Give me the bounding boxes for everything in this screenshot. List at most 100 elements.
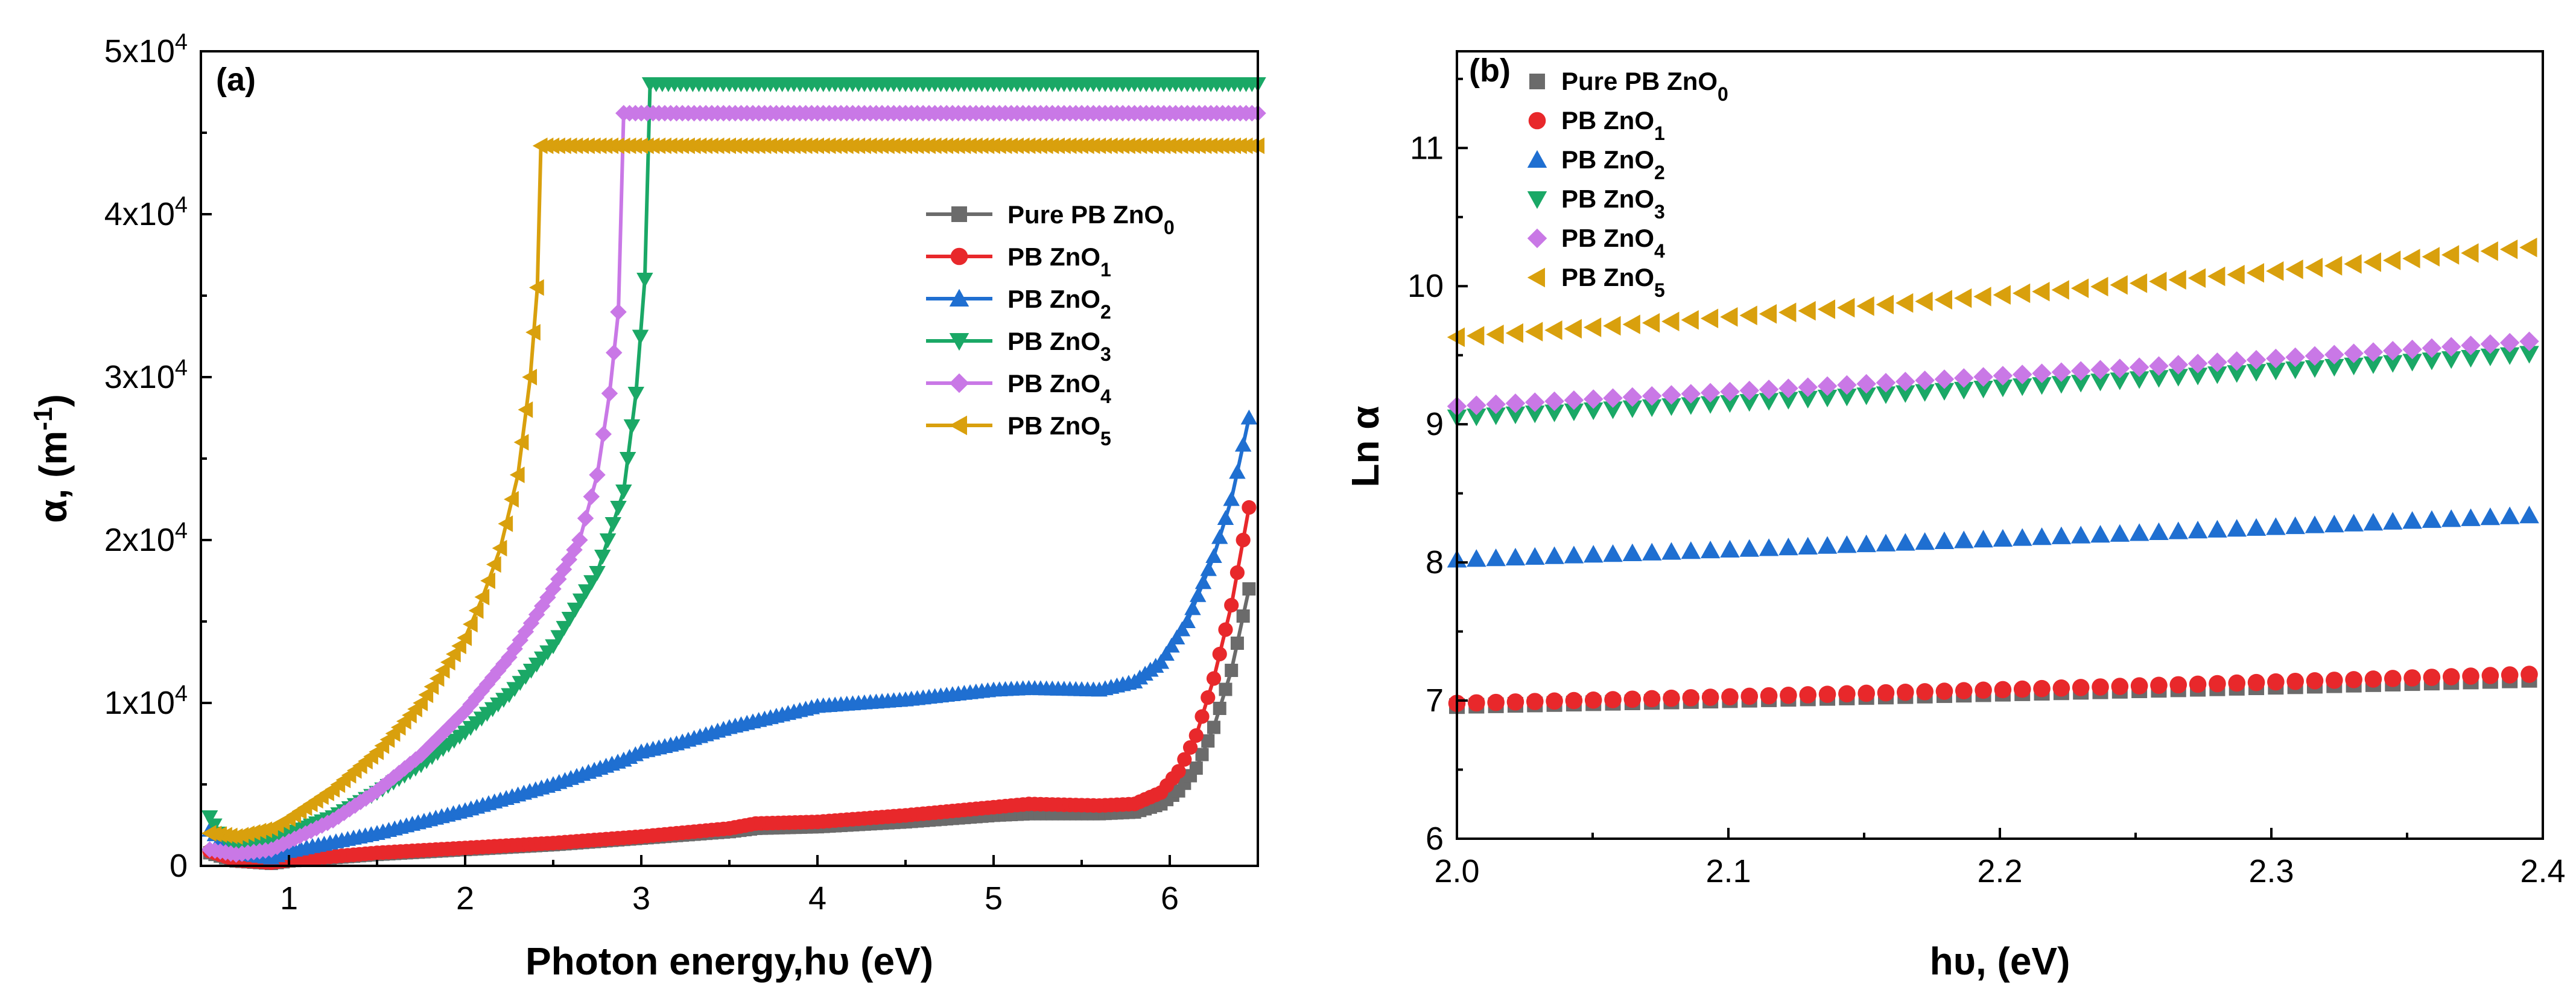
data-point xyxy=(1778,537,1798,556)
data-point xyxy=(1916,683,1934,701)
data-point xyxy=(1234,436,1252,452)
data-point xyxy=(550,630,567,646)
data-point xyxy=(1798,377,1818,397)
data-point xyxy=(2013,680,2031,698)
data-point xyxy=(2461,243,2479,263)
data-point xyxy=(2519,331,2539,352)
data-point xyxy=(2227,519,2247,537)
series-pb-zno5 xyxy=(201,137,1264,845)
data-point xyxy=(451,637,466,655)
data-point xyxy=(1194,574,1212,590)
data-point xyxy=(1817,299,1836,319)
data-point xyxy=(1177,752,1192,767)
data-point xyxy=(1642,386,1662,406)
data-point xyxy=(566,602,584,618)
y-tick-label: 10 xyxy=(1407,268,1444,304)
data-point xyxy=(1184,600,1201,615)
data-point xyxy=(601,385,618,402)
x-tick-label: 2.2 xyxy=(1977,853,2022,889)
data-point xyxy=(2111,678,2129,695)
data-point xyxy=(1954,381,1974,400)
data-point xyxy=(2422,247,2440,267)
data-point xyxy=(1955,682,1973,700)
data-point xyxy=(1993,529,2013,547)
legend-marker xyxy=(1527,267,1545,288)
data-point xyxy=(1505,323,1523,343)
y-tick-label: 2x104 xyxy=(104,518,188,558)
data-point xyxy=(1759,304,1777,324)
data-point xyxy=(513,434,529,451)
ticks-group: 2.0 2.1 2.2 2.3 2.4 6 7 8 9 10 11 xyxy=(1407,77,2566,889)
data-point xyxy=(2441,351,2461,369)
data-point xyxy=(2285,361,2305,380)
data-point xyxy=(2207,366,2227,384)
y-axis-title-a-sup: -1 xyxy=(28,407,58,431)
x-tick-label: 5 xyxy=(985,880,1003,917)
data-point xyxy=(1701,688,1719,706)
series-pb-zno1 xyxy=(1448,666,2538,712)
data-point xyxy=(583,575,600,590)
data-point xyxy=(1681,541,1701,559)
data-point xyxy=(2344,357,2364,376)
data-point xyxy=(2130,677,2148,695)
y-tick-label: 4x104 xyxy=(104,192,188,232)
data-point xyxy=(610,304,627,320)
data-point xyxy=(2480,507,2501,526)
data-point xyxy=(509,466,525,483)
data-point xyxy=(1584,691,1602,709)
data-point xyxy=(2033,679,2051,698)
data-point xyxy=(2441,509,2461,527)
data-point xyxy=(2051,362,2072,382)
data-point xyxy=(2168,369,2189,387)
legend-item: PB ZnO1 xyxy=(1528,106,1665,144)
data-point xyxy=(636,273,653,288)
data-point xyxy=(619,452,636,467)
data-point xyxy=(1219,682,1232,696)
x-tick-label: 4 xyxy=(808,880,826,917)
data-point xyxy=(2324,514,2344,533)
legend-marker xyxy=(950,247,968,265)
data-point xyxy=(1661,311,1680,331)
data-point xyxy=(1720,539,1740,558)
data-point xyxy=(2285,516,2305,535)
legend-item: PB ZnO5 xyxy=(926,412,1111,450)
data-point xyxy=(1856,373,1876,394)
data-point xyxy=(572,593,589,609)
data-point xyxy=(1217,510,1234,525)
y-tick-label: 8 xyxy=(1426,544,1444,580)
data-point xyxy=(1720,381,1740,402)
data-point xyxy=(1759,393,1779,411)
data-point xyxy=(2209,675,2226,693)
legend-marker xyxy=(949,333,969,351)
legend-marker xyxy=(949,288,969,307)
data-point xyxy=(1544,320,1562,340)
data-point xyxy=(1467,408,1486,427)
data-point xyxy=(1838,685,1856,703)
legend-label: PB ZnO5 xyxy=(1007,412,1111,450)
data-point xyxy=(2110,358,2130,378)
data-point xyxy=(1857,684,1875,702)
data-point xyxy=(1564,319,1582,339)
data-point xyxy=(1544,391,1564,412)
data-point xyxy=(2070,278,2089,299)
legend-marker xyxy=(951,206,967,222)
data-point xyxy=(1468,694,1485,712)
data-point xyxy=(2266,348,2286,369)
data-point xyxy=(2129,523,2149,541)
data-point xyxy=(2519,346,2539,364)
legend-item: PB ZnO4 xyxy=(926,369,1111,407)
data-point xyxy=(1224,597,1239,613)
series-group xyxy=(1447,237,2539,714)
data-point xyxy=(1643,690,1661,708)
data-point xyxy=(522,369,538,386)
data-point xyxy=(1954,368,1974,388)
data-point xyxy=(2227,264,2245,285)
data-point xyxy=(1896,533,1915,551)
legend-label: PB ZnO3 xyxy=(1561,185,1665,223)
data-point xyxy=(1225,664,1239,677)
x-tick-label: 2.3 xyxy=(2248,853,2294,889)
data-point xyxy=(1721,688,1739,706)
data-point xyxy=(1236,532,1251,548)
data-point xyxy=(2423,669,2441,686)
data-point xyxy=(2070,526,2091,544)
